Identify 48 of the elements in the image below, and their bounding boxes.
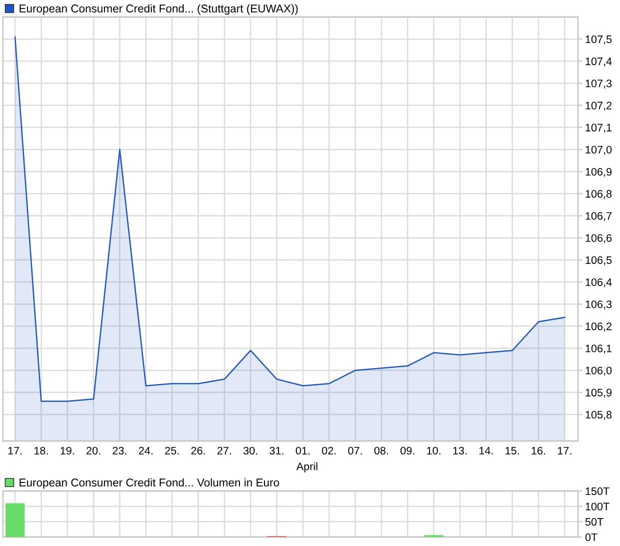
x-tick-label: 23. [112,446,126,455]
x-tick-label: 31. [270,446,284,455]
y-tick-label: 106,5 [586,256,612,266]
y-tick-label: 100T [586,502,610,510]
y-tick-label: 106,3 [586,300,612,310]
y-tick-label: 107,4 [586,58,612,66]
x-tick-label: 10. [427,446,440,455]
x-tick-label: 09. [400,446,414,455]
x-tick-label: 01. [296,446,310,455]
y-tick-label: 106,9 [586,168,612,177]
x-tick-label: 14. [479,446,493,454]
x-tick-label: 27. [217,446,231,454]
legend-label: European Consumer Credit Fond... Volumen in Euro [20,478,280,489]
y-tick-label: 106,2 [586,322,612,332]
x-tick-label: 26. [191,446,205,455]
y-tick-label: 106,4 [586,278,612,288]
x-tick-label: 15. [506,446,519,455]
y-tick-label: 150T [586,487,610,496]
y-tick-label: 107,3 [586,80,612,89]
x-tick-label: 20. [86,446,100,455]
y-tick-label: 105,8 [586,410,612,420]
x-tick-label: 08. [374,446,388,455]
y-tick-label: 106,8 [586,190,612,199]
y-tick-label: 50T [585,518,604,526]
y-tick-label: 107,2 [586,102,612,111]
x-tick-label: 17. [558,446,572,454]
x-tick-label: 13. [453,446,467,455]
y-tick-label: 105,9 [586,388,612,398]
y-tick-label: 0T [585,533,598,542]
x-tick-label: 19. [60,446,74,455]
y-tick-label: 106,7 [586,212,612,222]
x-tick-label: 30. [243,446,258,455]
x-tick-label: 24. [138,446,152,454]
x-tick-label: 07. [348,446,362,455]
y-tick-label: 106,6 [586,234,612,244]
y-tick-label: 107,1 [586,124,612,133]
x-tick-label: 02. [322,446,336,455]
y-tick-label: 106,1 [586,344,612,354]
y-tick-label: 106,0 [586,366,612,376]
x-tick-label: 17. [8,446,22,454]
legend-label: European Consumer Credit Fond... (Stuttgart (EUWAX)) [20,4,298,15]
text: April [296,462,318,472]
y-tick-label: 107,5 [586,35,612,44]
bar [5,503,25,537]
x-tick-label: 25. [165,446,179,455]
y-tick-label: 107,0 [586,146,612,155]
x-tick-label: 16. [532,446,546,455]
x-tick-label: 18. [34,446,48,455]
